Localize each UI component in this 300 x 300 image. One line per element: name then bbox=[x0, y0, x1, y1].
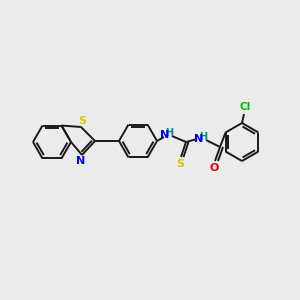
Text: N: N bbox=[160, 130, 169, 140]
Text: Cl: Cl bbox=[239, 102, 250, 112]
Text: N: N bbox=[194, 134, 204, 144]
Text: H: H bbox=[165, 128, 173, 138]
Text: S: S bbox=[176, 159, 184, 169]
Text: N: N bbox=[76, 156, 85, 166]
Text: H: H bbox=[199, 132, 207, 142]
Text: S: S bbox=[78, 116, 86, 126]
Text: O: O bbox=[209, 163, 219, 173]
